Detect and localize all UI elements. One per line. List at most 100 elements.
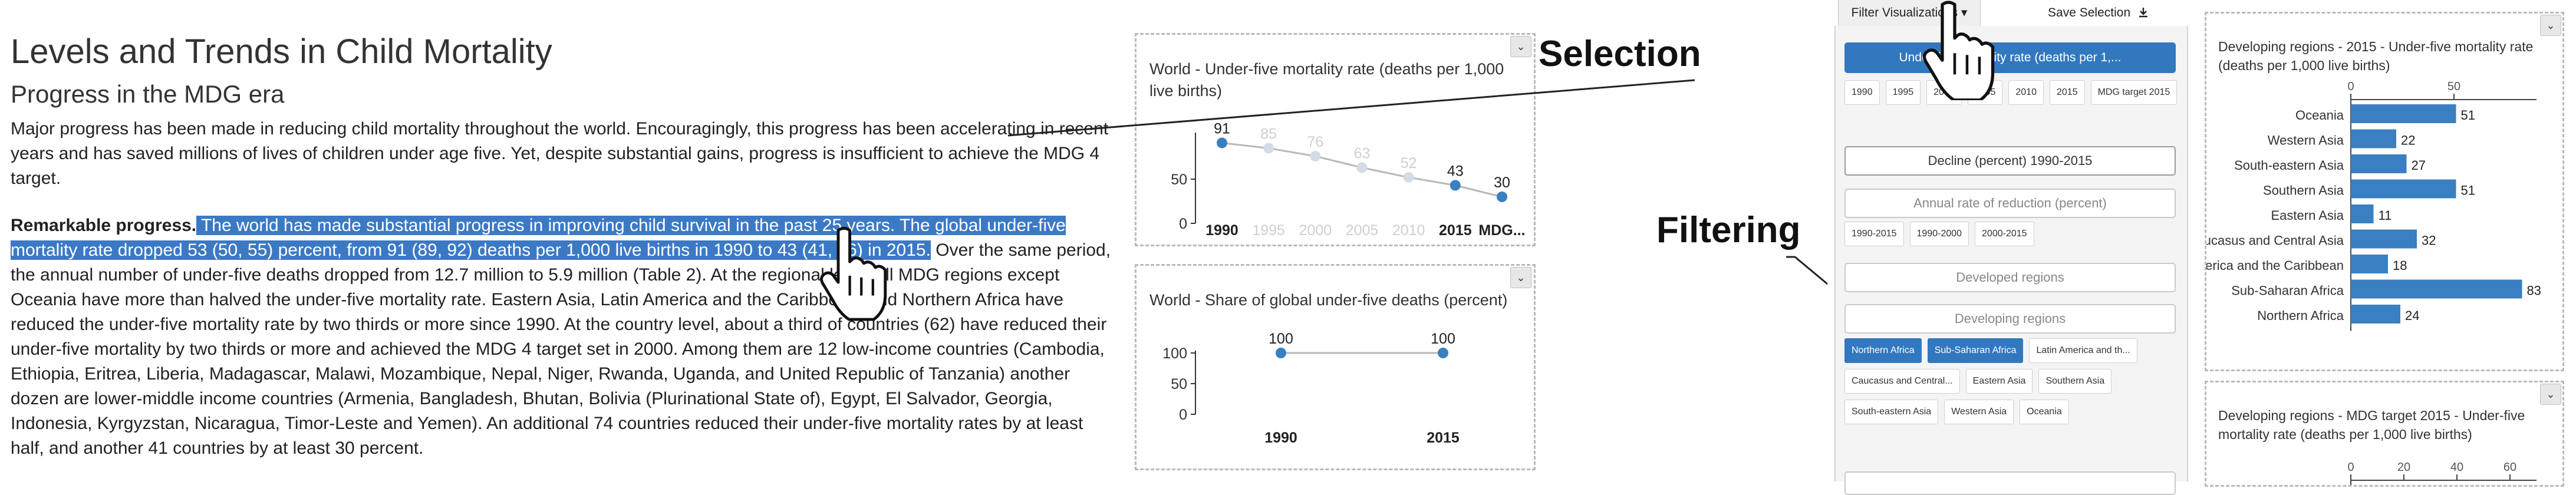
filter-panel[interactable]: Under-five mortality rate (deaths per 1,… [1834, 26, 2188, 495]
x-tick-label: 1990 [1205, 222, 1238, 239]
more-section-button[interactable] [1844, 471, 2176, 495]
bar-category-label: Sub-Saharan Africa [2231, 283, 2344, 298]
y-tick-label: 100 [1162, 345, 1187, 362]
data-label: 52 [1401, 155, 1417, 171]
y-tick-label: 50 [1171, 171, 1187, 188]
year-chip[interactable]: 1995 [1885, 80, 1921, 105]
data-label: 63 [1354, 146, 1371, 162]
bar-category-label: South-eastern Asia [2234, 158, 2344, 173]
developing-regions-button[interactable]: Developing regions [1844, 304, 2176, 334]
bar [2351, 179, 2456, 199]
developed-regions-button[interactable]: Developed regions [1844, 263, 2176, 292]
region-chip-group: Northern Africa Sub-Saharan Africa Latin A… [1844, 338, 2180, 424]
chart-title: World - Share of global under-five death… [1149, 291, 1508, 309]
bar-value-label: 27 [2412, 158, 2426, 173]
data-point [1356, 162, 1368, 173]
region-chip[interactable]: Southern Asia [2038, 369, 2112, 394]
share-line-chart[interactable]: 0 50 100 100 1990 100 2015 [1137, 266, 1534, 468]
download-icon [2139, 8, 2147, 18]
year-chip[interactable]: 1990 [1844, 80, 1880, 105]
chart-card-developing-mdg[interactable]: ⌄ Developing regions - MDG target 2015 -… [2205, 381, 2564, 487]
developing-mdg-bar-chart[interactable]: 0 20 40 60 [2206, 382, 2562, 485]
x-tick-label: 2015 [1439, 222, 1472, 239]
save-selection-button[interactable]: Save Selection [2028, 0, 2169, 26]
bar [2351, 279, 2522, 299]
chart-card-u5mr[interactable]: ⌄ World - Under-five mortality rate (dea… [1135, 33, 1536, 246]
year-chip[interactable]: 2010 [2008, 80, 2044, 105]
collapse-toggle[interactable]: ⌄ [1510, 267, 1531, 288]
collapse-toggle[interactable]: ⌄ [2540, 384, 2561, 405]
x-tick-label: 2015 [1427, 430, 1460, 446]
bar-value-label: 11 [2379, 208, 2392, 223]
region-chip[interactable]: Sub-Saharan Africa [1927, 338, 2024, 363]
data-label: 100 [1431, 331, 1455, 347]
x-tick-label: 20 [2397, 461, 2410, 474]
u5mr-line-chart[interactable]: 0 50 91 1990 85 1995 76 2000 63 2005 52 2010 43 2015 3… [1137, 35, 1534, 245]
data-label: 91 [1214, 121, 1230, 137]
region-chip[interactable]: Caucasus and Central... [1844, 369, 1960, 394]
period-chip-group: 1990-2015 1990-2000 2000-2015 [1844, 222, 2180, 246]
x-tick-label: MDG... [1478, 222, 1525, 239]
region-chip[interactable]: Northern Africa [1844, 338, 1922, 363]
annual-rate-button[interactable]: Annual rate of reduction (percent) [1844, 189, 2176, 218]
annotation-selection: Selection [1539, 34, 1701, 74]
data-label: 43 [1447, 163, 1464, 180]
decline-button[interactable]: Decline (percent) 1990-2015 [1844, 146, 2176, 176]
bar-value-label: 18 [2393, 258, 2407, 273]
selection-pointer-line [1007, 79, 1695, 137]
bar [2351, 204, 2374, 223]
x-tick-label: 0 [2347, 461, 2354, 474]
data-label: 85 [1260, 126, 1277, 143]
bar-category-label: Eastern Asia [2271, 208, 2344, 223]
region-chip[interactable]: Latin America and th... [2029, 338, 2137, 363]
hand-cursor-icon [820, 226, 887, 321]
data-point [1263, 143, 1274, 154]
data-point [1438, 348, 1448, 358]
chart-card-share[interactable]: ⌄ World - Share of global under-five dea… [1135, 264, 1536, 470]
x-tick-label: 60 [2503, 461, 2516, 474]
data-point [1310, 151, 1321, 161]
section-subtitle: Progress in the MDG era [11, 80, 285, 108]
paragraph-intro: Major progress has been made in reducing… [11, 119, 1109, 189]
period-chip[interactable]: 2000-2015 [1975, 222, 2034, 246]
annotation-lines [1007, 79, 1827, 285]
region-chip[interactable]: South-eastern Asia [1844, 400, 1939, 424]
year-chip[interactable]: 2015 [2049, 80, 2085, 105]
bar-category-label: Caucasus and Central Asia [2206, 233, 2344, 248]
paragraph-progress[interactable]: Remarkable progress. The world has made … [11, 213, 1113, 461]
data-point [1450, 180, 1461, 191]
bar-category-label: Latin America and the Caribbean [2206, 258, 2344, 273]
caret-down-icon: ▾ [1961, 6, 1968, 19]
region-chip[interactable]: Eastern Asia [1965, 369, 2033, 394]
developing-2015-bar-chart[interactable]: 0 50 51 Oceania 22 Western Asia 27 South-easter… [2206, 14, 2562, 369]
x-tick-label: 1990 [1264, 430, 1297, 446]
data-point [1403, 172, 1414, 183]
data-point [1497, 192, 1507, 202]
x-tick-label: 2010 [1392, 222, 1425, 239]
bar-value-label: 32 [2422, 233, 2436, 248]
filter-button-label: Filter Visualizations [1851, 6, 1958, 19]
region-chip[interactable]: Western Asia [1944, 400, 2014, 424]
bar [2351, 229, 2417, 249]
period-chip[interactable]: 1990-2000 [1909, 222, 1969, 246]
x-tick-label: 0 [2347, 80, 2354, 93]
period-chip[interactable]: 1990-2015 [1844, 222, 1904, 246]
data-label: 30 [1494, 174, 1510, 191]
x-tick-label: 40 [2450, 461, 2463, 474]
chart-card-developing-2015[interactable]: ⌄ Developing regions - 2015 - Under-five… [2205, 12, 2564, 371]
save-button-label: Save Selection [2048, 6, 2131, 19]
chart-title: World - Under-five mortality rate (death… [1149, 60, 1504, 100]
collapse-toggle[interactable]: ⌄ [2540, 15, 2561, 36]
collapse-toggle[interactable]: ⌄ [1510, 36, 1531, 57]
x-tick-label: 2005 [1346, 222, 1379, 239]
region-chip[interactable]: Oceania [2020, 400, 2069, 424]
bar-value-label: 51 [2461, 183, 2475, 198]
paragraph-body: Over the same period, the annual number … [11, 240, 1111, 458]
year-chip[interactable]: MDG target 2015 [2090, 80, 2178, 105]
y-tick-label: 50 [1171, 376, 1187, 392]
y-tick-label: 0 [1179, 216, 1187, 232]
bar-value-label: 24 [2405, 308, 2419, 323]
paragraph-lead: Remarkable progress. [11, 216, 197, 236]
selected-indicator[interactable]: Under-five mortality rate (deaths per 1,… [1844, 42, 2176, 73]
x-tick-label: 50 [2447, 80, 2460, 93]
